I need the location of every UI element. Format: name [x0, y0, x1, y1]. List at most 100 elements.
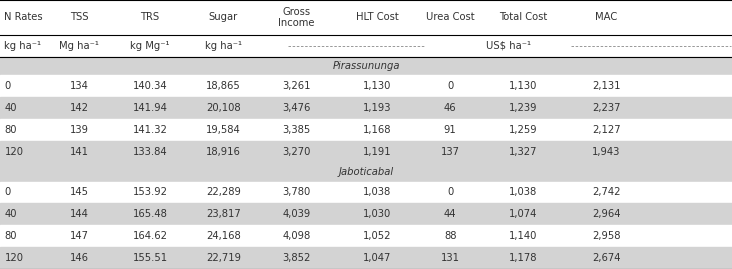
Text: 120: 120	[4, 253, 23, 263]
Text: 1,074: 1,074	[509, 209, 537, 219]
Text: 2,958: 2,958	[592, 231, 620, 241]
Text: Jaboticabal: Jaboticabal	[338, 167, 394, 177]
Text: 91: 91	[444, 125, 457, 135]
Text: TSS: TSS	[70, 12, 89, 23]
Text: 3,476: 3,476	[283, 103, 310, 113]
Text: 2,237: 2,237	[592, 103, 620, 113]
Bar	[0, 57, 732, 75]
Text: 40: 40	[4, 209, 17, 219]
Text: Sugar: Sugar	[209, 12, 238, 23]
Text: 1,178: 1,178	[509, 253, 537, 263]
Text: Gross
Income: Gross Income	[278, 7, 315, 28]
Text: 19,584: 19,584	[206, 125, 241, 135]
Text: 3,270: 3,270	[283, 147, 310, 157]
Bar	[0, 203, 732, 225]
Text: 1,327: 1,327	[509, 147, 537, 157]
Text: 2,674: 2,674	[592, 253, 620, 263]
Text: 80: 80	[4, 125, 17, 135]
Text: 0: 0	[447, 187, 453, 197]
Text: 1,191: 1,191	[362, 147, 392, 157]
Text: 46: 46	[444, 103, 457, 113]
Bar	[0, 75, 732, 97]
Bar	[0, 163, 732, 182]
Text: 23,817: 23,817	[206, 209, 241, 219]
Bar	[0, 35, 732, 57]
Text: 1,259: 1,259	[509, 125, 538, 135]
Text: 0: 0	[4, 187, 11, 197]
Text: 164.62: 164.62	[132, 231, 168, 241]
Text: 24,168: 24,168	[206, 231, 241, 241]
Text: 1,038: 1,038	[363, 187, 391, 197]
Text: 44: 44	[444, 209, 457, 219]
Text: kg Mg⁻¹: kg Mg⁻¹	[130, 41, 170, 51]
Text: 18,865: 18,865	[206, 82, 241, 91]
Text: 0: 0	[4, 82, 11, 91]
Text: HLT Cost: HLT Cost	[356, 12, 398, 23]
Bar	[0, 225, 732, 247]
Text: US$ ha⁻¹: US$ ha⁻¹	[486, 41, 531, 51]
Text: 141.94: 141.94	[132, 103, 168, 113]
Text: 145: 145	[70, 187, 89, 197]
Text: Mg ha⁻¹: Mg ha⁻¹	[59, 41, 99, 51]
Text: 1,052: 1,052	[363, 231, 391, 241]
Text: 1,130: 1,130	[509, 82, 537, 91]
Text: kg ha⁻¹: kg ha⁻¹	[4, 41, 42, 51]
Bar	[0, 0, 732, 35]
Text: Total Cost: Total Cost	[499, 12, 548, 23]
Text: Urea Cost: Urea Cost	[426, 12, 474, 23]
Text: 2,964: 2,964	[592, 209, 620, 219]
Text: 3,852: 3,852	[283, 253, 310, 263]
Text: 131: 131	[441, 253, 460, 263]
Text: 1,943: 1,943	[592, 147, 620, 157]
Bar	[0, 247, 732, 269]
Text: 1,038: 1,038	[509, 187, 537, 197]
Text: 1,047: 1,047	[363, 253, 391, 263]
Bar	[0, 119, 732, 141]
Text: 141.32: 141.32	[132, 125, 168, 135]
Text: 155.51: 155.51	[132, 253, 168, 263]
Text: 22,719: 22,719	[206, 253, 241, 263]
Text: N Rates: N Rates	[4, 12, 43, 23]
Text: 141: 141	[70, 147, 89, 157]
Text: 20,108: 20,108	[206, 103, 241, 113]
Text: 2,131: 2,131	[592, 82, 620, 91]
Text: 147: 147	[70, 231, 89, 241]
Text: 3,261: 3,261	[283, 82, 310, 91]
Text: TRS: TRS	[141, 12, 160, 23]
Text: 134: 134	[70, 82, 89, 91]
Text: 140.34: 140.34	[132, 82, 168, 91]
Text: 4,039: 4,039	[283, 209, 310, 219]
Text: 3,780: 3,780	[283, 187, 310, 197]
Text: 153.92: 153.92	[132, 187, 168, 197]
Text: 0: 0	[447, 82, 453, 91]
Bar	[0, 97, 732, 119]
Text: 146: 146	[70, 253, 89, 263]
Text: 4,098: 4,098	[283, 231, 310, 241]
Text: 40: 40	[4, 103, 17, 113]
Text: 142: 142	[70, 103, 89, 113]
Text: 2,127: 2,127	[591, 125, 621, 135]
Text: 1,030: 1,030	[363, 209, 391, 219]
Text: 165.48: 165.48	[132, 209, 168, 219]
Text: 144: 144	[70, 209, 89, 219]
Text: 139: 139	[70, 125, 89, 135]
Text: MAC: MAC	[595, 12, 617, 23]
Text: 133.84: 133.84	[132, 147, 168, 157]
Text: 18,916: 18,916	[206, 147, 241, 157]
Text: 120: 120	[4, 147, 23, 157]
Text: 1,168: 1,168	[363, 125, 391, 135]
Text: 1,193: 1,193	[363, 103, 391, 113]
Text: Pirassununga: Pirassununga	[332, 61, 400, 71]
Bar	[0, 182, 732, 203]
Text: 1,239: 1,239	[509, 103, 537, 113]
Text: 1,140: 1,140	[509, 231, 537, 241]
Text: kg ha⁻¹: kg ha⁻¹	[205, 41, 242, 51]
Bar	[0, 141, 732, 163]
Text: 137: 137	[441, 147, 460, 157]
Text: 80: 80	[4, 231, 17, 241]
Text: 1,130: 1,130	[363, 82, 391, 91]
Text: 88: 88	[444, 231, 457, 241]
Text: 3,385: 3,385	[283, 125, 310, 135]
Text: 22,289: 22,289	[206, 187, 241, 197]
Text: 2,742: 2,742	[592, 187, 620, 197]
